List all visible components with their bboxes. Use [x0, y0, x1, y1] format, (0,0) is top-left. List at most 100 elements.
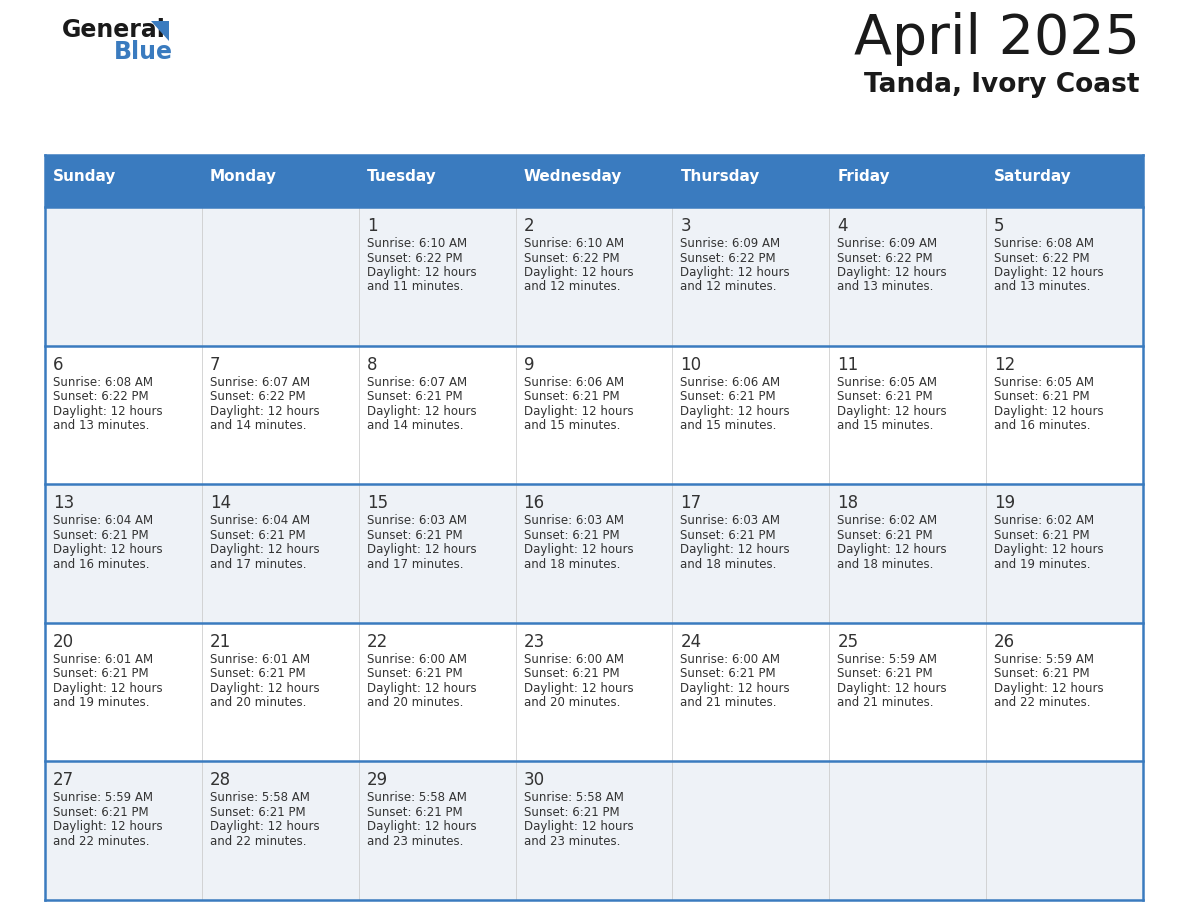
Text: 12: 12 — [994, 355, 1016, 374]
Text: Sunrise: 6:04 AM: Sunrise: 6:04 AM — [53, 514, 153, 527]
Bar — [829, 484, 986, 622]
Text: Daylight: 12 hours: Daylight: 12 hours — [681, 543, 790, 556]
Text: Daylight: 12 hours: Daylight: 12 hours — [210, 821, 320, 834]
Bar — [359, 484, 516, 622]
Text: Sunrise: 5:59 AM: Sunrise: 5:59 AM — [53, 791, 153, 804]
Bar — [45, 622, 202, 761]
Text: 5: 5 — [994, 217, 1005, 235]
Text: 29: 29 — [367, 771, 387, 789]
Text: Sunrise: 5:59 AM: Sunrise: 5:59 AM — [838, 653, 937, 666]
Text: 22: 22 — [367, 633, 388, 651]
Text: Daylight: 12 hours: Daylight: 12 hours — [210, 543, 320, 556]
Bar — [672, 345, 829, 484]
Text: Daylight: 12 hours: Daylight: 12 hours — [838, 266, 947, 279]
Bar — [202, 622, 359, 761]
Text: Daylight: 12 hours: Daylight: 12 hours — [367, 266, 476, 279]
Text: 4: 4 — [838, 217, 848, 235]
Text: Sunrise: 6:09 AM: Sunrise: 6:09 AM — [838, 237, 937, 250]
Text: Daylight: 12 hours: Daylight: 12 hours — [367, 821, 476, 834]
Bar — [202, 345, 359, 484]
Text: Sunrise: 5:58 AM: Sunrise: 5:58 AM — [210, 791, 310, 804]
Text: Sunrise: 6:06 AM: Sunrise: 6:06 AM — [524, 375, 624, 388]
Text: Sunrise: 6:10 AM: Sunrise: 6:10 AM — [367, 237, 467, 250]
Text: Sunset: 6:21 PM: Sunset: 6:21 PM — [367, 390, 462, 403]
Text: Sunset: 6:21 PM: Sunset: 6:21 PM — [524, 806, 619, 819]
Text: Sunset: 6:21 PM: Sunset: 6:21 PM — [994, 667, 1089, 680]
Text: Sunrise: 6:03 AM: Sunrise: 6:03 AM — [367, 514, 467, 527]
Text: Thursday: Thursday — [681, 169, 760, 184]
Bar — [672, 155, 829, 207]
Text: Friday: Friday — [838, 169, 890, 184]
Text: and 14 minutes.: and 14 minutes. — [210, 420, 307, 432]
Text: Daylight: 12 hours: Daylight: 12 hours — [524, 821, 633, 834]
Text: Sunset: 6:21 PM: Sunset: 6:21 PM — [53, 529, 148, 542]
Bar — [45, 345, 202, 484]
Text: and 13 minutes.: and 13 minutes. — [838, 281, 934, 294]
Text: Sunset: 6:22 PM: Sunset: 6:22 PM — [681, 252, 776, 264]
Text: Sunrise: 6:00 AM: Sunrise: 6:00 AM — [524, 653, 624, 666]
Text: 26: 26 — [994, 633, 1016, 651]
Text: Sunrise: 6:02 AM: Sunrise: 6:02 AM — [838, 514, 937, 527]
Text: Sunrise: 6:09 AM: Sunrise: 6:09 AM — [681, 237, 781, 250]
Text: 15: 15 — [367, 494, 387, 512]
Text: Daylight: 12 hours: Daylight: 12 hours — [53, 821, 163, 834]
Text: Sunrise: 5:59 AM: Sunrise: 5:59 AM — [994, 653, 1094, 666]
Text: Daylight: 12 hours: Daylight: 12 hours — [838, 543, 947, 556]
Text: Sunset: 6:21 PM: Sunset: 6:21 PM — [367, 806, 462, 819]
Bar — [516, 484, 672, 622]
Bar — [359, 207, 516, 345]
Text: Sunrise: 6:08 AM: Sunrise: 6:08 AM — [994, 237, 1094, 250]
Polygon shape — [151, 21, 169, 41]
Bar — [986, 622, 1143, 761]
Bar — [829, 761, 986, 900]
Text: and 17 minutes.: and 17 minutes. — [367, 558, 463, 571]
Text: Daylight: 12 hours: Daylight: 12 hours — [681, 266, 790, 279]
Bar — [986, 155, 1143, 207]
Bar — [672, 622, 829, 761]
Text: Saturday: Saturday — [994, 169, 1072, 184]
Text: Sunset: 6:21 PM: Sunset: 6:21 PM — [838, 529, 933, 542]
Text: Sunset: 6:21 PM: Sunset: 6:21 PM — [210, 806, 305, 819]
Text: Daylight: 12 hours: Daylight: 12 hours — [524, 543, 633, 556]
Bar — [672, 207, 829, 345]
Text: Daylight: 12 hours: Daylight: 12 hours — [210, 405, 320, 418]
Bar — [672, 761, 829, 900]
Text: Sunset: 6:22 PM: Sunset: 6:22 PM — [53, 390, 148, 403]
Text: Sunset: 6:22 PM: Sunset: 6:22 PM — [994, 252, 1089, 264]
Text: 16: 16 — [524, 494, 544, 512]
Bar — [516, 155, 672, 207]
Text: 3: 3 — [681, 217, 691, 235]
Text: Sunset: 6:21 PM: Sunset: 6:21 PM — [210, 529, 305, 542]
Text: and 15 minutes.: and 15 minutes. — [524, 420, 620, 432]
Text: 21: 21 — [210, 633, 232, 651]
Text: 13: 13 — [53, 494, 74, 512]
Text: 1: 1 — [367, 217, 378, 235]
Bar — [516, 345, 672, 484]
Bar — [986, 207, 1143, 345]
Text: Sunrise: 6:00 AM: Sunrise: 6:00 AM — [367, 653, 467, 666]
Text: and 12 minutes.: and 12 minutes. — [681, 281, 777, 294]
Text: Daylight: 12 hours: Daylight: 12 hours — [367, 405, 476, 418]
Text: Daylight: 12 hours: Daylight: 12 hours — [53, 543, 163, 556]
Text: 23: 23 — [524, 633, 545, 651]
Bar — [829, 345, 986, 484]
Text: 20: 20 — [53, 633, 74, 651]
Text: and 20 minutes.: and 20 minutes. — [524, 696, 620, 710]
Text: 9: 9 — [524, 355, 535, 374]
Bar — [202, 484, 359, 622]
Text: Sunset: 6:21 PM: Sunset: 6:21 PM — [681, 529, 776, 542]
Text: Sunset: 6:21 PM: Sunset: 6:21 PM — [838, 667, 933, 680]
Text: Sunset: 6:21 PM: Sunset: 6:21 PM — [210, 667, 305, 680]
Text: Daylight: 12 hours: Daylight: 12 hours — [838, 682, 947, 695]
Text: and 20 minutes.: and 20 minutes. — [367, 696, 463, 710]
Text: and 17 minutes.: and 17 minutes. — [210, 558, 307, 571]
Text: Daylight: 12 hours: Daylight: 12 hours — [681, 405, 790, 418]
Bar — [359, 155, 516, 207]
Text: Sunrise: 6:00 AM: Sunrise: 6:00 AM — [681, 653, 781, 666]
Text: Sunset: 6:22 PM: Sunset: 6:22 PM — [210, 390, 305, 403]
Text: Daylight: 12 hours: Daylight: 12 hours — [524, 405, 633, 418]
Text: Sunrise: 5:58 AM: Sunrise: 5:58 AM — [524, 791, 624, 804]
Text: and 15 minutes.: and 15 minutes. — [838, 420, 934, 432]
Bar — [672, 484, 829, 622]
Text: and 16 minutes.: and 16 minutes. — [994, 420, 1091, 432]
